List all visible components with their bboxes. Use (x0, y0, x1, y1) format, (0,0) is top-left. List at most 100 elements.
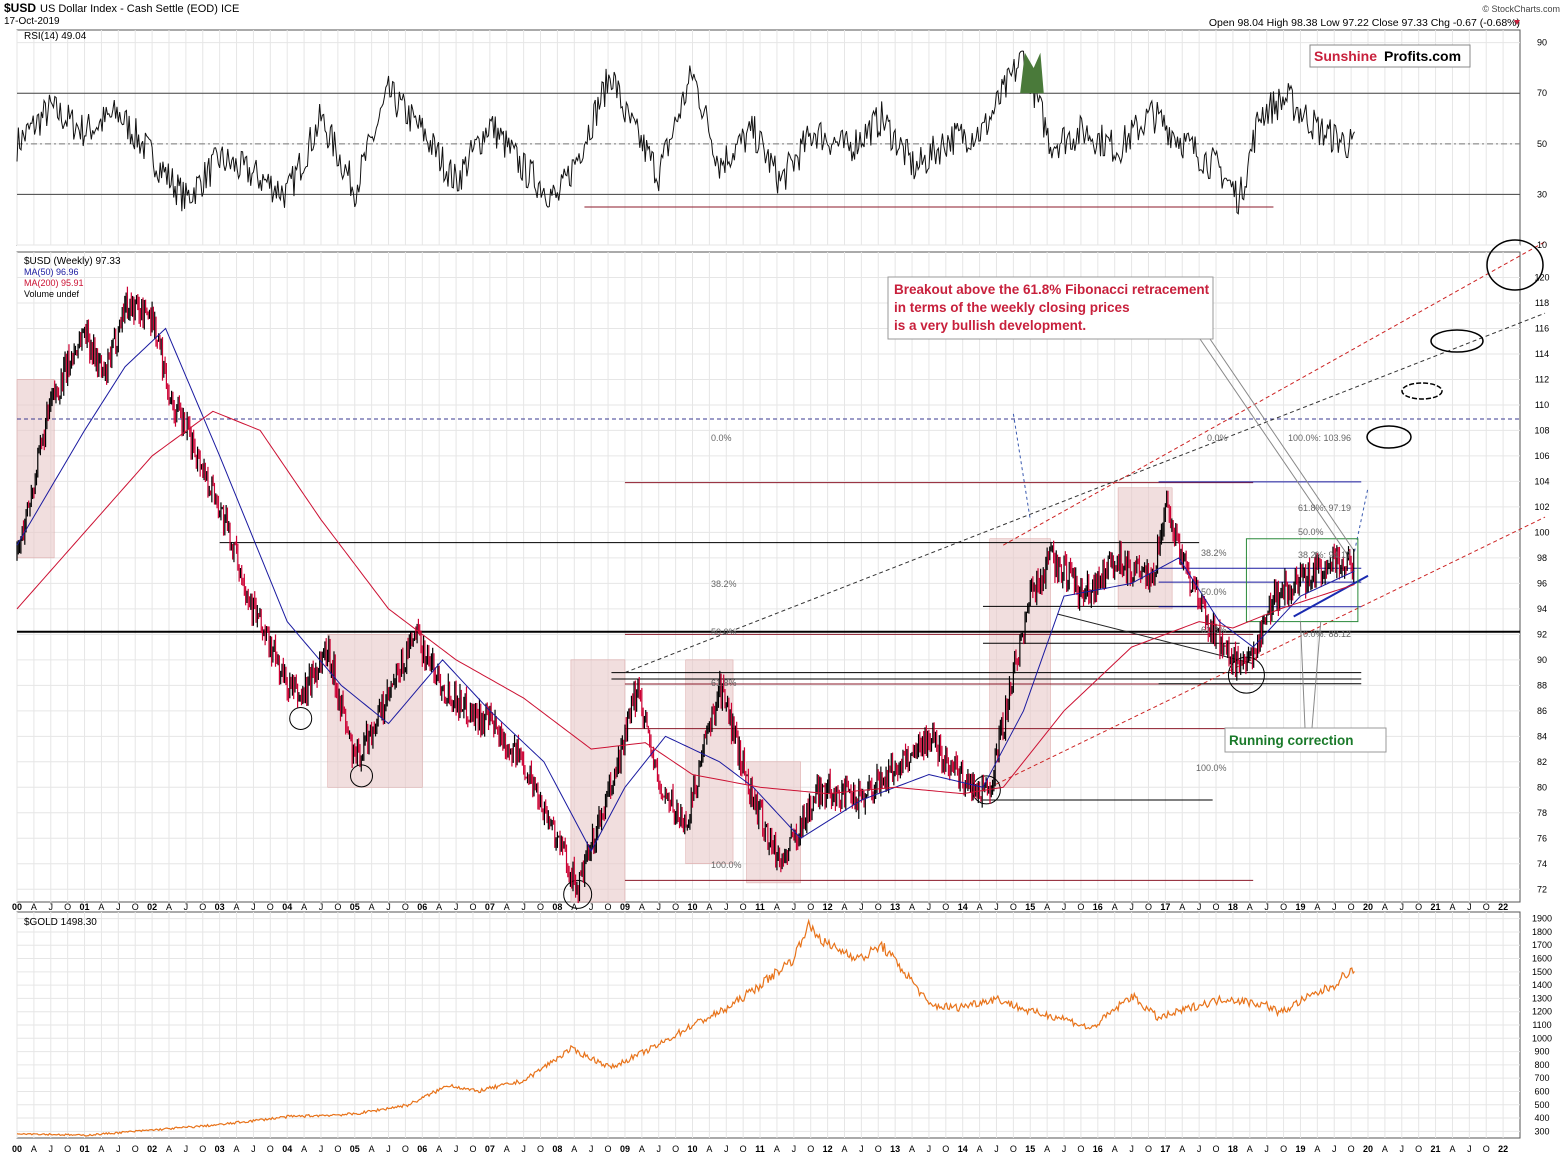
x-tick-label: 07 (485, 902, 495, 912)
gold-y-tick-label: 1500 (1532, 967, 1552, 977)
gold-line (16, 918, 1355, 1137)
x-tick-label: J (859, 1144, 864, 1154)
x-tick-label: A (1112, 902, 1118, 912)
x-tick-label: A (1247, 902, 1253, 912)
x-tick-label: J (49, 1144, 54, 1154)
x-tick-label: J (184, 1144, 189, 1154)
x-tick-label: 21 (1431, 902, 1441, 912)
x-tick-label: A (1314, 1144, 1320, 1154)
fib-left-50: 50.0% (711, 627, 737, 637)
gold-y-tick-label: 500 (1534, 1100, 1549, 1110)
price-y-tick-label: 92 (1537, 629, 1547, 639)
x-tick-label: A (369, 902, 375, 912)
x-tick-label: 14 (958, 1144, 968, 1154)
x-tick-label: A (234, 1144, 240, 1154)
logo-sunshine: Sunshine (1314, 48, 1377, 64)
x-tick-label: 03 (215, 902, 225, 912)
x-tick-label: A (909, 902, 915, 912)
x-tick-label: O (1077, 1144, 1084, 1154)
x-tick-label: O (1348, 1144, 1355, 1154)
x-tick-label: J (1400, 902, 1405, 912)
rsi-title: RSI(14) 49.04 (24, 31, 87, 42)
rsi-line (16, 50, 1355, 215)
running-connector (1311, 621, 1322, 729)
x-tick-label: O (807, 1144, 814, 1154)
x-tick-label: J (1332, 1144, 1337, 1154)
x-tick-label: J (386, 1144, 391, 1154)
x-tick-label: A (234, 902, 240, 912)
x-tick-label: 15 (1025, 902, 1035, 912)
fib-mid-50: 50.0% (1201, 587, 1227, 597)
x-tick-label: O (402, 1144, 409, 1154)
shaded-region (570, 659, 626, 903)
x-tick-label: A (639, 1144, 645, 1154)
x-tick-label: A (977, 1144, 983, 1154)
price-y-tick-label: 86 (1537, 706, 1547, 716)
gold-y-tick-label: 1000 (1532, 1033, 1552, 1043)
x-tick-label: O (267, 902, 274, 912)
low-circle-marker (289, 706, 313, 730)
x-tick-label: A (1382, 902, 1388, 912)
x-tick-label: J (251, 902, 256, 912)
price-y-tick-label: 90 (1537, 655, 1547, 665)
x-tick-label: A (301, 1144, 307, 1154)
fib-left-618: 61.8% (711, 678, 737, 688)
x-tick-label: 05 (350, 1144, 360, 1154)
price-y-tick-label: 100 (1534, 527, 1549, 537)
x-tick-label: J (1129, 1144, 1134, 1154)
x-tick-label: O (1077, 902, 1084, 912)
target-ellipse (1430, 329, 1484, 353)
price-y-tick-label: 104 (1534, 476, 1549, 486)
x-tick-label: A (1247, 1144, 1253, 1154)
x-tick-label: O (537, 1144, 544, 1154)
x-tick-label: J (1400, 1144, 1405, 1154)
x-tick-label: O (672, 1144, 679, 1154)
price-y-tick-label: 112 (1535, 374, 1549, 384)
x-tick-label: O (740, 902, 747, 912)
x-tick-label: 02 (147, 902, 157, 912)
x-tick-label: O (1280, 902, 1287, 912)
x-tick-label: A (1179, 902, 1185, 912)
x-tick-label: J (1129, 902, 1134, 912)
running-correction-box-region (1245, 538, 1359, 623)
gold-y-tick-label: 1700 (1532, 940, 1552, 950)
x-tick-label: O (1483, 1144, 1490, 1154)
x-tick-label: A (1449, 1144, 1455, 1154)
rsi-y-tick-label: 70 (1537, 88, 1547, 98)
x-tick-label: O (1483, 902, 1490, 912)
x-tick-label: A (98, 902, 104, 912)
x-tick-label: A (1314, 902, 1320, 912)
x-tick-label: J (319, 1144, 324, 1154)
price-y-tick-label: 78 (1537, 808, 1547, 818)
x-tick-label: A (1382, 1144, 1388, 1154)
x-tick-label: 01 (80, 1144, 90, 1154)
x-tick-label: J (1062, 902, 1067, 912)
fib-right-618: 61.8%: 97.19 (1298, 503, 1351, 513)
x-tick-label: O (1145, 1144, 1152, 1154)
x-tick-label: J (589, 1144, 594, 1154)
x-tick-label: 00 (12, 1144, 22, 1154)
x-tick-label: J (251, 1144, 256, 1154)
breakout-connector (1209, 338, 1355, 552)
fib-left-382: 38.2% (711, 579, 737, 589)
x-tick-label: 13 (890, 1144, 900, 1154)
x-tick-label: J (1467, 902, 1472, 912)
gold-y-tick-label: 400 (1534, 1113, 1549, 1123)
x-tick-label: 18 (1228, 1144, 1238, 1154)
price-y-tick-label: 76 (1537, 833, 1547, 843)
x-tick-label: 09 (620, 902, 630, 912)
x-tick-label: J (927, 902, 932, 912)
price-y-tick-label: 94 (1537, 604, 1547, 614)
x-tick-label: J (1197, 1144, 1202, 1154)
price-y-tick-label: 110 (1535, 400, 1549, 410)
x-tick-label: J (724, 1144, 729, 1154)
x-tick-label: 09 (620, 1144, 630, 1154)
x-tick-label: A (166, 1144, 172, 1154)
x-tick-label: O (132, 1144, 139, 1154)
upper-red-trendline (1002, 241, 1546, 546)
price-y-tick-label: 80 (1537, 782, 1547, 792)
x-tick-label: J (1467, 1144, 1472, 1154)
x-tick-label: 04 (282, 1144, 292, 1154)
x-tick-label: A (31, 1144, 37, 1154)
